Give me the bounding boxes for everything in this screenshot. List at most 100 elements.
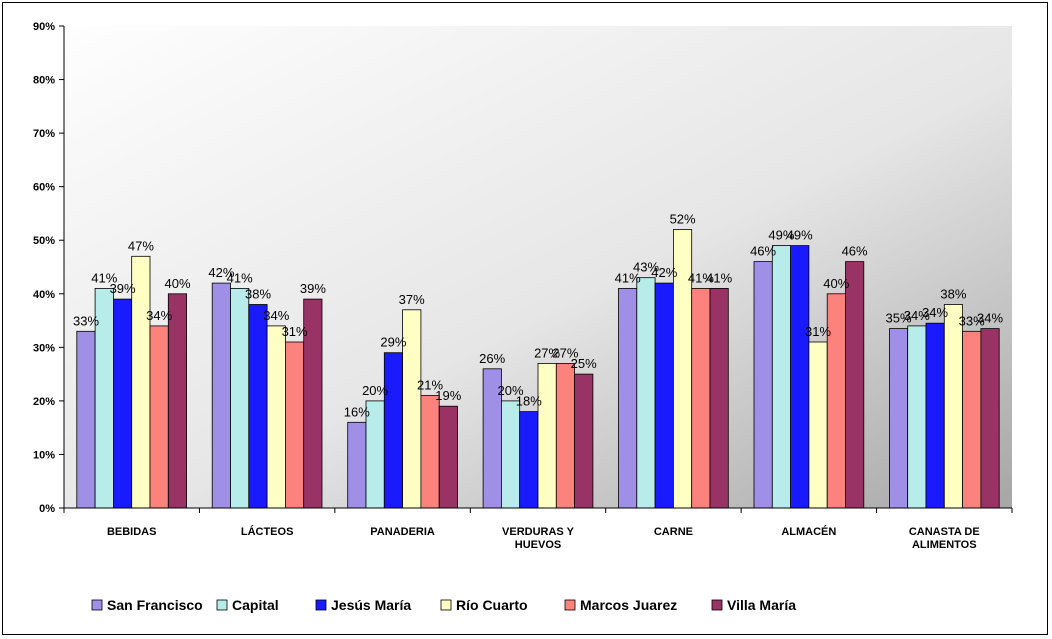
- axes-layer: 0% 10% 20% 30% 40% 50% 60% 70% 80% 90% BEBIDAS LÁCT…: [33, 21, 1013, 551]
- y-tick-label: 90%: [33, 21, 55, 33]
- y-tick-label: 50%: [33, 235, 55, 247]
- legend-swatch-jesus-maria: [315, 599, 327, 611]
- bars-layer: [76, 229, 1000, 509]
- legend-swatch-capital: [216, 599, 228, 611]
- bar-san-francisco-canasta-de-alimentos: [889, 328, 909, 509]
- legend: San Francisco Capital Jesús María Río Cuart…: [91, 597, 796, 613]
- bar-jesus-maria-panaderia: [383, 352, 403, 509]
- bar-villa-maria-canasta-de-alimentos: [980, 328, 1000, 509]
- data-label: 31%: [282, 324, 308, 339]
- legend-label-jesus-maria: Jesús María: [331, 597, 411, 613]
- data-label: 40%: [164, 276, 190, 291]
- data-label: 19%: [435, 388, 461, 403]
- data-label: 41%: [706, 270, 732, 285]
- bar-marcos-juarez-canasta-de-alimentos: [962, 330, 982, 509]
- bar-san-francisco-panaderia: [347, 421, 367, 509]
- x-tick-label: CANASTA DE: [909, 526, 980, 538]
- legend-swatch-villa-maria: [711, 599, 723, 611]
- y-tick-label: 60%: [33, 182, 55, 194]
- bar-san-francisco-bebidas: [76, 330, 96, 509]
- data-label: 29%: [380, 335, 406, 350]
- bar-rio-cuarto-lacteos: [266, 325, 286, 509]
- data-label: 34%: [922, 305, 948, 320]
- data-label: 33%: [959, 313, 985, 328]
- data-label: 16%: [344, 404, 370, 419]
- bar-jesus-maria-bebidas: [113, 298, 133, 509]
- data-labels-layer: 33%41%39%47%34%40%42%41%38%34%31%39%16%2…: [73, 212, 1003, 420]
- legend-swatch-marcos-juarez: [564, 599, 576, 611]
- y-tick-label: 70%: [33, 128, 55, 140]
- bar-jesus-maria-verduras-y-huevos: [519, 411, 539, 509]
- bar-villa-maria-almacen: [845, 261, 865, 509]
- legend-swatch-san-francisco: [91, 599, 103, 611]
- bar-capital-carne: [636, 277, 656, 509]
- x-tick-label: PANADERIA: [370, 526, 435, 538]
- bar-villa-maria-panaderia: [438, 405, 458, 509]
- bar-capital-canasta-de-alimentos: [907, 325, 927, 509]
- bar-san-francisco-lacteos: [211, 282, 231, 509]
- data-label: 27%: [534, 345, 560, 360]
- bar-capital-lacteos: [230, 287, 250, 509]
- x-tick-label: ALIMENTOS: [912, 539, 977, 551]
- data-label: 41%: [91, 270, 117, 285]
- bar-villa-maria-verduras-y-huevos: [574, 373, 594, 509]
- bar-villa-maria-bebidas: [167, 293, 188, 509]
- data-label: 40%: [823, 276, 849, 291]
- data-label: 34%: [904, 308, 930, 323]
- data-label: 20%: [362, 383, 388, 398]
- bar-marcos-juarez-panaderia: [420, 395, 440, 509]
- y-tick-label: 10%: [33, 449, 55, 461]
- legend-swatch-rio-cuarto: [440, 599, 452, 611]
- bar-marcos-juarez-verduras-y-huevos: [555, 362, 575, 509]
- x-tick-label: CARNE: [654, 526, 693, 538]
- legend-label-villa-maria: Villa María: [727, 597, 796, 613]
- x-tick-label: HUEVOS: [515, 539, 561, 551]
- x-tick-label: VERDURAS Y: [502, 526, 575, 538]
- data-label: 27%: [552, 345, 578, 360]
- data-label: 38%: [245, 287, 271, 302]
- data-label: 47%: [128, 238, 154, 253]
- data-label: 18%: [516, 394, 542, 409]
- y-tick-label: 80%: [33, 75, 55, 87]
- data-label: 43%: [633, 260, 659, 275]
- data-label: 39%: [300, 281, 326, 296]
- y-tick-label: 30%: [33, 342, 55, 354]
- data-label: 42%: [651, 265, 677, 280]
- data-label: 41%: [688, 270, 714, 285]
- data-label: 37%: [399, 292, 425, 307]
- x-tick-label: LÁCTEOS: [241, 525, 294, 538]
- bar-marcos-juarez-lacteos: [284, 341, 305, 509]
- data-label: 39%: [110, 281, 136, 296]
- bar-capital-verduras-y-huevos: [500, 400, 521, 509]
- x-tick-label: ALMACÉN: [781, 525, 836, 538]
- data-label: 41%: [227, 270, 253, 285]
- legend-label-san-francisco: San Francisco: [107, 597, 203, 613]
- bar-rio-cuarto-canasta-de-alimentos: [943, 304, 963, 509]
- legend-label-marcos-juarez: Marcos Juarez: [580, 597, 677, 613]
- bar-capital-almacen: [771, 245, 791, 509]
- bar-villa-maria-carne: [709, 287, 729, 509]
- bar-rio-cuarto-verduras-y-huevos: [537, 362, 557, 509]
- data-label: 31%: [805, 324, 831, 339]
- data-label: 25%: [571, 356, 597, 371]
- bar-rio-cuarto-almacen: [808, 341, 828, 509]
- data-label: 41%: [615, 270, 641, 285]
- bar-jesus-maria-canasta-de-alimentos: [925, 322, 945, 509]
- bar-san-francisco-carne: [618, 287, 638, 509]
- bar-san-francisco-almacen: [753, 261, 773, 509]
- data-label: 52%: [670, 212, 696, 227]
- data-label: 35%: [885, 311, 911, 326]
- data-label: 42%: [208, 265, 234, 280]
- y-tick-label: 0%: [39, 503, 55, 515]
- data-label: 49%: [768, 228, 794, 243]
- data-label: 33%: [73, 313, 99, 328]
- data-label: 21%: [417, 378, 443, 393]
- bar-jesus-maria-lacteos: [248, 304, 268, 509]
- data-label: 34%: [146, 308, 172, 323]
- data-label: 26%: [479, 351, 505, 366]
- bar-jesus-maria-carne: [654, 282, 674, 509]
- bar-marcos-juarez-bebidas: [149, 325, 169, 509]
- bar-marcos-juarez-carne: [691, 287, 711, 509]
- data-label: 46%: [750, 244, 776, 259]
- legend-label-rio-cuarto: Río Cuarto: [456, 597, 528, 613]
